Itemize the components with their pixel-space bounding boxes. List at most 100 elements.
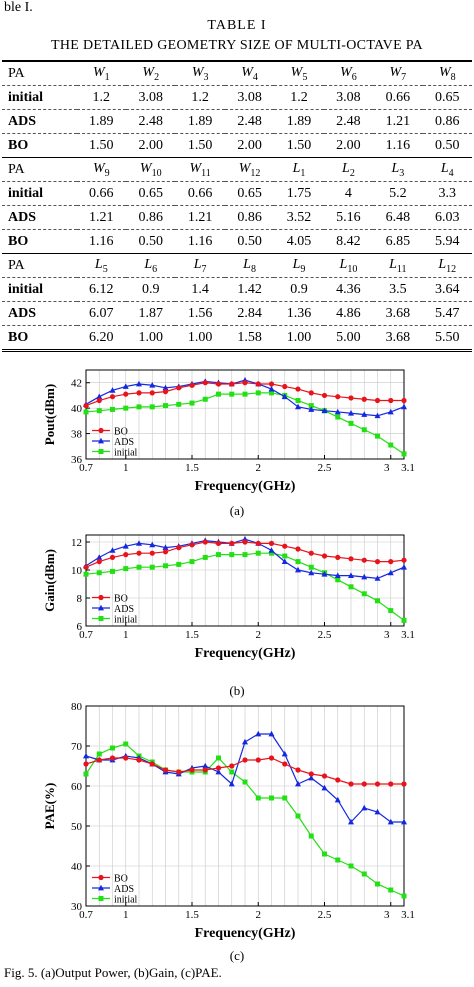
data-point-initial bbox=[190, 401, 195, 406]
y-tick-label: 30 bbox=[71, 901, 83, 913]
table-header-cell: L3 bbox=[373, 158, 422, 182]
x-tick-label: 3 bbox=[384, 462, 390, 474]
data-point-bo bbox=[375, 398, 380, 403]
y-tick-label: 12 bbox=[71, 537, 82, 549]
table-header-cell: L11 bbox=[373, 254, 422, 278]
table-cell: 3.52 bbox=[274, 206, 323, 230]
table-cell: 0.65 bbox=[225, 182, 274, 206]
data-point-initial bbox=[309, 834, 314, 839]
legend-label-bo: BO bbox=[114, 874, 128, 885]
table-row-label: initial bbox=[2, 182, 77, 206]
data-point-bo bbox=[163, 549, 168, 554]
legend-label-initial: initial bbox=[114, 448, 138, 459]
data-point-initial bbox=[229, 392, 234, 397]
x-tick-label: 2 bbox=[256, 909, 262, 921]
y-tick-label: 6 bbox=[77, 621, 83, 633]
data-point-bo bbox=[256, 757, 261, 762]
data-point-initial bbox=[349, 584, 354, 589]
data-point-initial bbox=[216, 756, 221, 761]
data-point-bo bbox=[322, 773, 327, 778]
table-row: ADS 6.07 1.87 1.56 2.84 1.36 4.86 3.68 5.47 bbox=[2, 302, 472, 326]
legend-marker-initial bbox=[99, 896, 104, 901]
y-tick-label: 50 bbox=[71, 821, 83, 833]
legend-marker-initial bbox=[99, 616, 104, 621]
table-cell: 1.36 bbox=[274, 302, 323, 326]
y-tick-label: 38 bbox=[71, 429, 83, 441]
data-point-bo bbox=[216, 381, 221, 386]
table-cell: 1.50 bbox=[274, 134, 323, 158]
y-tick-label: 36 bbox=[71, 454, 83, 466]
table-cell: 0.65 bbox=[423, 86, 472, 110]
data-point-bo bbox=[229, 541, 234, 546]
table-cell: 0.50 bbox=[126, 230, 175, 254]
x-axis-label: Frequency(GHz) bbox=[195, 479, 296, 494]
table-cell: 0.86 bbox=[126, 206, 175, 230]
data-point-initial bbox=[190, 559, 195, 564]
data-point-initial bbox=[402, 894, 407, 899]
data-point-bo bbox=[203, 767, 208, 772]
table-header-cell: W4 bbox=[225, 61, 274, 86]
data-point-bo bbox=[282, 544, 287, 549]
data-point-bo bbox=[123, 552, 128, 557]
data-point-initial bbox=[123, 742, 128, 747]
table-row-label: initial bbox=[2, 278, 77, 302]
data-point-bo bbox=[150, 390, 155, 395]
y-tick-label: 60 bbox=[71, 781, 83, 793]
data-point-initial bbox=[309, 565, 314, 570]
data-point-bo bbox=[97, 398, 102, 403]
x-tick-label: 1.5 bbox=[185, 462, 199, 474]
data-point-bo bbox=[295, 767, 300, 772]
table-header-cell: PA bbox=[2, 61, 77, 86]
data-point-ads bbox=[322, 785, 328, 791]
data-point-initial bbox=[296, 398, 301, 403]
table-cell: 3.68 bbox=[373, 326, 422, 351]
data-point-initial bbox=[176, 562, 181, 567]
table-cell: 6.85 bbox=[373, 230, 422, 254]
grid bbox=[86, 706, 404, 906]
legend-label-bo: BO bbox=[114, 427, 128, 438]
data-point-initial bbox=[388, 608, 393, 613]
data-point-initial bbox=[296, 559, 301, 564]
data-point-ads bbox=[269, 547, 275, 553]
x-tick-label: 2.5 bbox=[318, 462, 332, 474]
table-row: BO 6.20 1.00 1.00 1.58 1.00 5.00 3.68 5.50 bbox=[2, 326, 472, 351]
x-tick-label: 1 bbox=[123, 909, 129, 921]
x-tick-label: 2 bbox=[256, 462, 262, 474]
table-header-cell: W10 bbox=[126, 158, 175, 182]
data-point-ads bbox=[83, 753, 89, 759]
data-point-bo bbox=[388, 398, 393, 403]
data-point-ads bbox=[242, 739, 248, 745]
table-header-cell: W1 bbox=[77, 61, 126, 86]
subcaption-a: (a) bbox=[0, 503, 474, 519]
legend-label-ads: ADS bbox=[114, 884, 134, 895]
data-point-bo bbox=[269, 755, 274, 760]
table-cell: 1.2 bbox=[175, 86, 224, 110]
table-cell: 8.42 bbox=[324, 230, 373, 254]
x-axis-label: Frequency(GHz) bbox=[195, 646, 296, 661]
x-tick-label: 3.1 bbox=[401, 629, 415, 641]
y-tick-label: 40 bbox=[71, 861, 83, 873]
data-point-initial bbox=[335, 415, 340, 420]
data-point-initial bbox=[229, 552, 234, 557]
data-point-initial bbox=[243, 392, 248, 397]
data-point-initial bbox=[362, 427, 367, 432]
x-tick-label: 2.5 bbox=[318, 629, 332, 641]
data-point-bo bbox=[388, 781, 393, 786]
data-point-bo bbox=[136, 390, 141, 395]
data-point-initial bbox=[123, 566, 128, 571]
table-header-cell: W5 bbox=[274, 61, 323, 86]
table-cell: 5.47 bbox=[423, 302, 472, 326]
data-point-initial bbox=[282, 796, 287, 801]
x-tick-label: 2.5 bbox=[318, 909, 332, 921]
data-point-initial bbox=[349, 421, 354, 426]
data-point-bo bbox=[401, 398, 406, 403]
data-point-initial bbox=[229, 770, 234, 775]
table-cell: 3.64 bbox=[423, 278, 472, 302]
table-cell: 1.21 bbox=[77, 206, 126, 230]
legend-label-initial: initial bbox=[114, 895, 138, 906]
table-title: THE DETAILED GEOMETRY SIZE OF MULTI-OCTA… bbox=[0, 38, 474, 54]
data-point-bo bbox=[97, 559, 102, 564]
data-point-bo bbox=[256, 381, 261, 386]
data-point-bo bbox=[216, 541, 221, 546]
data-point-bo bbox=[163, 767, 168, 772]
